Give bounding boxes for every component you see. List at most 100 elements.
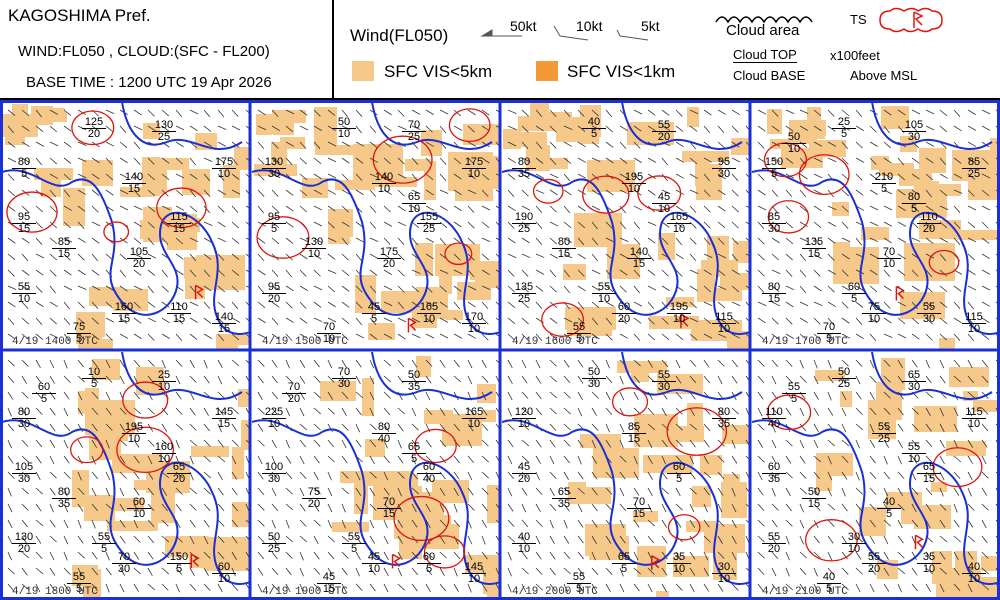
wind-barb: [175, 583, 180, 593]
wind-barb: [883, 285, 892, 292]
wind-barb: [717, 359, 725, 367]
cloud-label: 165 10: [462, 407, 486, 430]
wind-barb: [35, 285, 43, 293]
wind-barb: [203, 157, 213, 163]
wind-barb: [35, 503, 42, 512]
wind-barb: [661, 333, 670, 340]
wind-barb: [119, 535, 126, 544]
wind-barb: [35, 269, 44, 276]
cloud-base-value: 35: [767, 473, 781, 485]
wind-barb: [577, 157, 587, 163]
cloud-label: 140 10: [372, 172, 396, 195]
wind-barb: [49, 141, 59, 147]
wind-barb: [245, 455, 250, 465]
wind-barb: [495, 423, 500, 431]
wind-barb: [675, 141, 684, 148]
cloud-base-value: 10: [922, 563, 936, 575]
wind-barb: [105, 487, 111, 497]
cloud-label: 60 10: [127, 497, 151, 520]
cloud-label: 40 5: [877, 497, 901, 520]
wind-barb: [953, 519, 960, 528]
cloud-label: 85 30: [762, 212, 786, 235]
wind-barb: [507, 317, 516, 325]
wind-barb: [203, 359, 208, 369]
wind-barb: [771, 519, 778, 528]
cloud-label: 55 5: [782, 382, 806, 405]
forecast-panel: 125 20 130 25 80 5 175 10 140 15 95 15 115 15 85 15 105 2…: [2, 102, 250, 350]
wind-barb: [467, 535, 473, 545]
cloud-label: 145 10: [462, 562, 486, 585]
wind-barb: [897, 567, 906, 575]
wind-barb: [133, 471, 140, 480]
wind-barb: [507, 253, 517, 259]
wind-barb: [189, 423, 197, 431]
wind-barb: [577, 551, 585, 560]
wind-barb: [495, 189, 500, 193]
wind-barb: [299, 439, 307, 448]
cloud-base-value: 10: [467, 168, 481, 180]
wind-barb: [855, 439, 860, 449]
wind-barb: [467, 455, 475, 464]
wind-barb: [869, 455, 876, 464]
wind-barb: [869, 375, 877, 383]
cloud-area: [798, 154, 850, 196]
wind-barb: [453, 375, 462, 383]
vis-area: [415, 243, 433, 276]
wind-barb: [897, 269, 906, 276]
panel-time-label: 4/19 2000 UTC: [512, 586, 598, 598]
wind-barb: [217, 205, 225, 213]
wind-barb: [953, 535, 961, 543]
wind-barb: [7, 253, 16, 260]
wind-barb: [967, 471, 973, 481]
cloud-base-value: 10: [17, 293, 31, 305]
wind-barb: [411, 407, 417, 417]
wind-barb: [507, 551, 512, 561]
panel-time-label: 4/19 1900 UTC: [262, 586, 348, 598]
wind-barb: [549, 189, 558, 196]
wind-barb: [217, 125, 227, 131]
wind-barb: [745, 567, 750, 572]
forecast-panel: 50 30 55 30 120 10 80 35 85 15 45 20 60 5 65 35 70 15 40 10…: [502, 352, 750, 600]
wind-barb: [827, 519, 835, 527]
wind-barb: [77, 535, 84, 544]
wind-barb: [355, 359, 362, 368]
cloud-base-value: 5: [840, 128, 848, 140]
wind-barb: [313, 551, 320, 560]
wind-barb: [313, 455, 320, 464]
wind-barb: [591, 269, 601, 275]
wind-barb: [967, 125, 977, 131]
wind-barb: [369, 125, 377, 134]
wind-barb: [521, 391, 529, 399]
wind-barb: [827, 535, 834, 544]
wind-barb: [981, 535, 988, 544]
wind-barb: [397, 407, 405, 415]
wind-barb: [203, 317, 212, 324]
cloud-label: 160 15: [112, 302, 136, 325]
wind-barb: [369, 237, 379, 242]
wind-barb: [355, 567, 360, 577]
cloud-label: 45 20: [512, 462, 536, 485]
wind-barb: [467, 375, 473, 385]
wind-barb: [313, 391, 321, 399]
wind-barb: [799, 567, 807, 575]
wind-barb: [257, 519, 265, 527]
wind-barb: [771, 375, 777, 385]
wind-barb: [563, 407, 571, 415]
cloud-base-value: 15: [557, 248, 571, 260]
wind-barb: [563, 519, 568, 529]
wind-barb: [771, 253, 779, 261]
wind-barb: [507, 205, 516, 212]
wind-barb: [981, 109, 991, 115]
ts-icon: [391, 553, 402, 569]
wind-barb: [49, 535, 57, 543]
wind-barb: [785, 285, 795, 291]
wind-barb: [549, 439, 556, 448]
wind-barb: [647, 157, 657, 163]
wind-barb: [285, 471, 293, 480]
wind-barb: [189, 317, 198, 323]
wind-barb: [189, 519, 196, 528]
wind-barb: [63, 407, 69, 417]
wind-barb: [133, 125, 143, 131]
wind-barb: [535, 269, 545, 275]
title-box: KAGOSHIMA Pref. WIND:FL050 , CLOUD:(SFC …: [0, 0, 334, 100]
